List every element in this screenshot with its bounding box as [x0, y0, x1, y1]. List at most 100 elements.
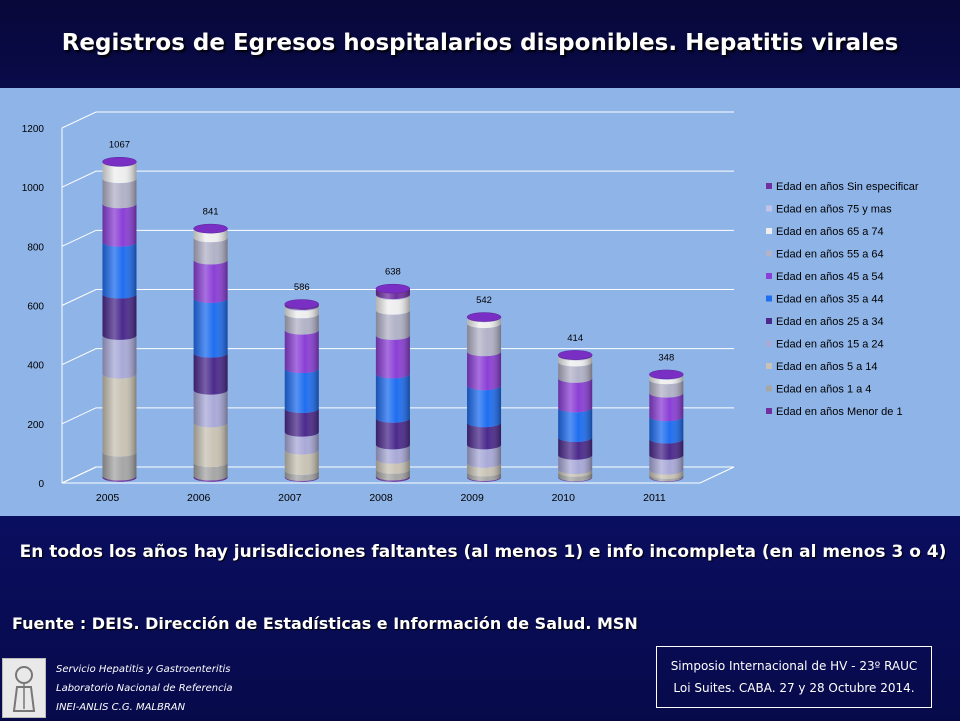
- x-tick-label: 2007: [278, 492, 302, 504]
- legend-label: Edad en años 5 a 14: [776, 361, 878, 373]
- legend-label: Edad en años 35 a 44: [776, 294, 884, 306]
- legend-swatch: [766, 250, 772, 257]
- bar-segment-shade: [467, 476, 502, 482]
- legend-label: Edad en años 25 a 34: [776, 316, 884, 328]
- bar-segment-shade: [284, 305, 319, 311]
- data-label: 1067: [109, 140, 130, 151]
- y-tick-label: 1000: [22, 183, 45, 194]
- legend-label: Edad en años 15 a 24: [776, 339, 884, 351]
- bar-top-cap: [375, 283, 411, 294]
- bar-segment-shade: [558, 407, 593, 442]
- note-text: En todos los años hay jurisdicciones fal…: [19, 542, 947, 562]
- bar-segment-shade: [284, 432, 319, 455]
- bar-segment-shade: [649, 416, 684, 444]
- bar-segment-shade: [375, 310, 410, 340]
- bar-segment-shade: [375, 295, 410, 315]
- bar-top-cap: [557, 350, 593, 360]
- bar-segment-shade: [193, 475, 228, 482]
- bar-segment-shade: [558, 356, 593, 367]
- legend-swatch: [766, 205, 772, 212]
- bar-segment-shade: [467, 463, 502, 477]
- bar-segment-shade: [102, 242, 137, 299]
- y-tick-label: 0: [38, 479, 44, 490]
- gridline: [61, 229, 734, 247]
- bar-segment-shade: [375, 294, 410, 300]
- bar-segment-shade: [649, 438, 684, 460]
- bar-segment-shade: [649, 379, 684, 398]
- org-line-2: Laboratorio Nacional de Referencia: [56, 683, 233, 694]
- data-label: 638: [385, 267, 401, 278]
- legend-label: Edad en años 1 a 4: [776, 384, 871, 396]
- chart-area: 0 200 400 600 800 1000 1200 1067 2005 841 2006 586 2…: [0, 88, 960, 516]
- bar-segment-shade: [284, 470, 319, 482]
- legend-swatch: [766, 318, 772, 324]
- legend-label: Edad en años Sin especificar: [776, 181, 919, 193]
- bar-segment-shade: [467, 385, 502, 428]
- bar-top-cap: [102, 156, 137, 167]
- event-info-box: Simposio Internacional de HV - 23º RAUC …: [656, 646, 932, 708]
- x-tick-label: 2006: [187, 492, 211, 504]
- stacked-bar-chart: 0 200 400 600 800 1000 1200 1067 2005 841 2006 586 2…: [22, 111, 919, 504]
- bar-segment-shade: [284, 330, 319, 374]
- bar-segment-shade: [193, 422, 228, 468]
- bar-segment-shade: [375, 475, 410, 482]
- legend-label: Edad en años 65 a 74: [776, 226, 884, 238]
- legend-swatch: [766, 340, 772, 347]
- x-tick-label: 2008: [369, 492, 393, 504]
- bar-segment-shade: [193, 298, 228, 358]
- bar-segment-shade: [284, 306, 319, 319]
- bar-segment-shade: [102, 293, 137, 340]
- bar-segment-shade: [375, 469, 410, 481]
- bar-segment-shade: [193, 462, 228, 481]
- y-tick-label: 400: [27, 361, 44, 372]
- gridlines: [61, 111, 735, 484]
- bar-segment-shade: [467, 317, 502, 329]
- legend-label: Edad en años Menor de 1: [776, 406, 903, 418]
- bar-segment-shade: [102, 162, 137, 184]
- bar-segment-shade: [284, 313, 319, 335]
- bar-top-cap: [649, 369, 684, 380]
- legend-swatch: [766, 363, 772, 369]
- bar-segment-shade: [193, 353, 228, 395]
- gridline: [61, 111, 734, 129]
- bar-segment-shade: [193, 237, 228, 265]
- bar-segment-shade: [649, 375, 684, 385]
- bar-segment-shade: [102, 452, 137, 481]
- legend-label: Edad en años 45 a 54: [776, 271, 884, 283]
- bar-segment-shade: [649, 393, 684, 422]
- data-label: 586: [294, 282, 310, 293]
- gridline: [61, 170, 734, 188]
- legend-label: Edad en años 75 y mas: [776, 204, 892, 216]
- bar-segment-shade: [102, 335, 137, 379]
- x-tick-label: 2010: [552, 492, 576, 504]
- y-tick-label: 600: [27, 302, 44, 313]
- org-line-3: INEI-ANLIS C.G. MALBRAN: [56, 702, 186, 713]
- org-line-1: Servicio Hepatitis y Gastroenteritis: [56, 664, 231, 675]
- bar-segment-shade: [102, 373, 137, 457]
- y-tick-label: 200: [27, 420, 44, 431]
- source-text: Fuente : DEIS. Dirección de Estadísticas…: [12, 614, 638, 633]
- legend-swatch: [766, 385, 772, 392]
- bar-segment-shade: [375, 418, 410, 450]
- bar-segment-shade: [558, 472, 593, 482]
- bar-segment-shade: [375, 335, 410, 379]
- bar-segment-shade: [375, 459, 410, 474]
- bar-segment-shade: [467, 323, 502, 357]
- bar-segment-shade: [467, 444, 502, 468]
- bar-segment-shade: [558, 378, 593, 413]
- org-info: Servicio Hepatitis y Gastroenteritis Lab…: [56, 660, 233, 717]
- bar-segment-shade: [558, 437, 593, 460]
- bar-segment-shade: [467, 472, 502, 482]
- bar-segment-shade: [467, 422, 502, 450]
- legend-swatch: [766, 295, 772, 302]
- bar-segment-shade: [284, 476, 319, 482]
- gridline: [61, 289, 734, 306]
- bar-segment-shade: [193, 259, 228, 303]
- event-line-1: Simposio Internacional de HV - 23º RAUC: [670, 659, 918, 673]
- legend-swatch: [766, 228, 772, 234]
- y-tick-label: 800: [27, 242, 44, 253]
- legend-swatch: [766, 273, 772, 279]
- axes: 0 200 400 600 800 1000 1200 1067 2005 841 2006 586 2…: [22, 124, 675, 504]
- data-label: 348: [658, 352, 674, 363]
- bar-top-cap: [284, 299, 320, 309]
